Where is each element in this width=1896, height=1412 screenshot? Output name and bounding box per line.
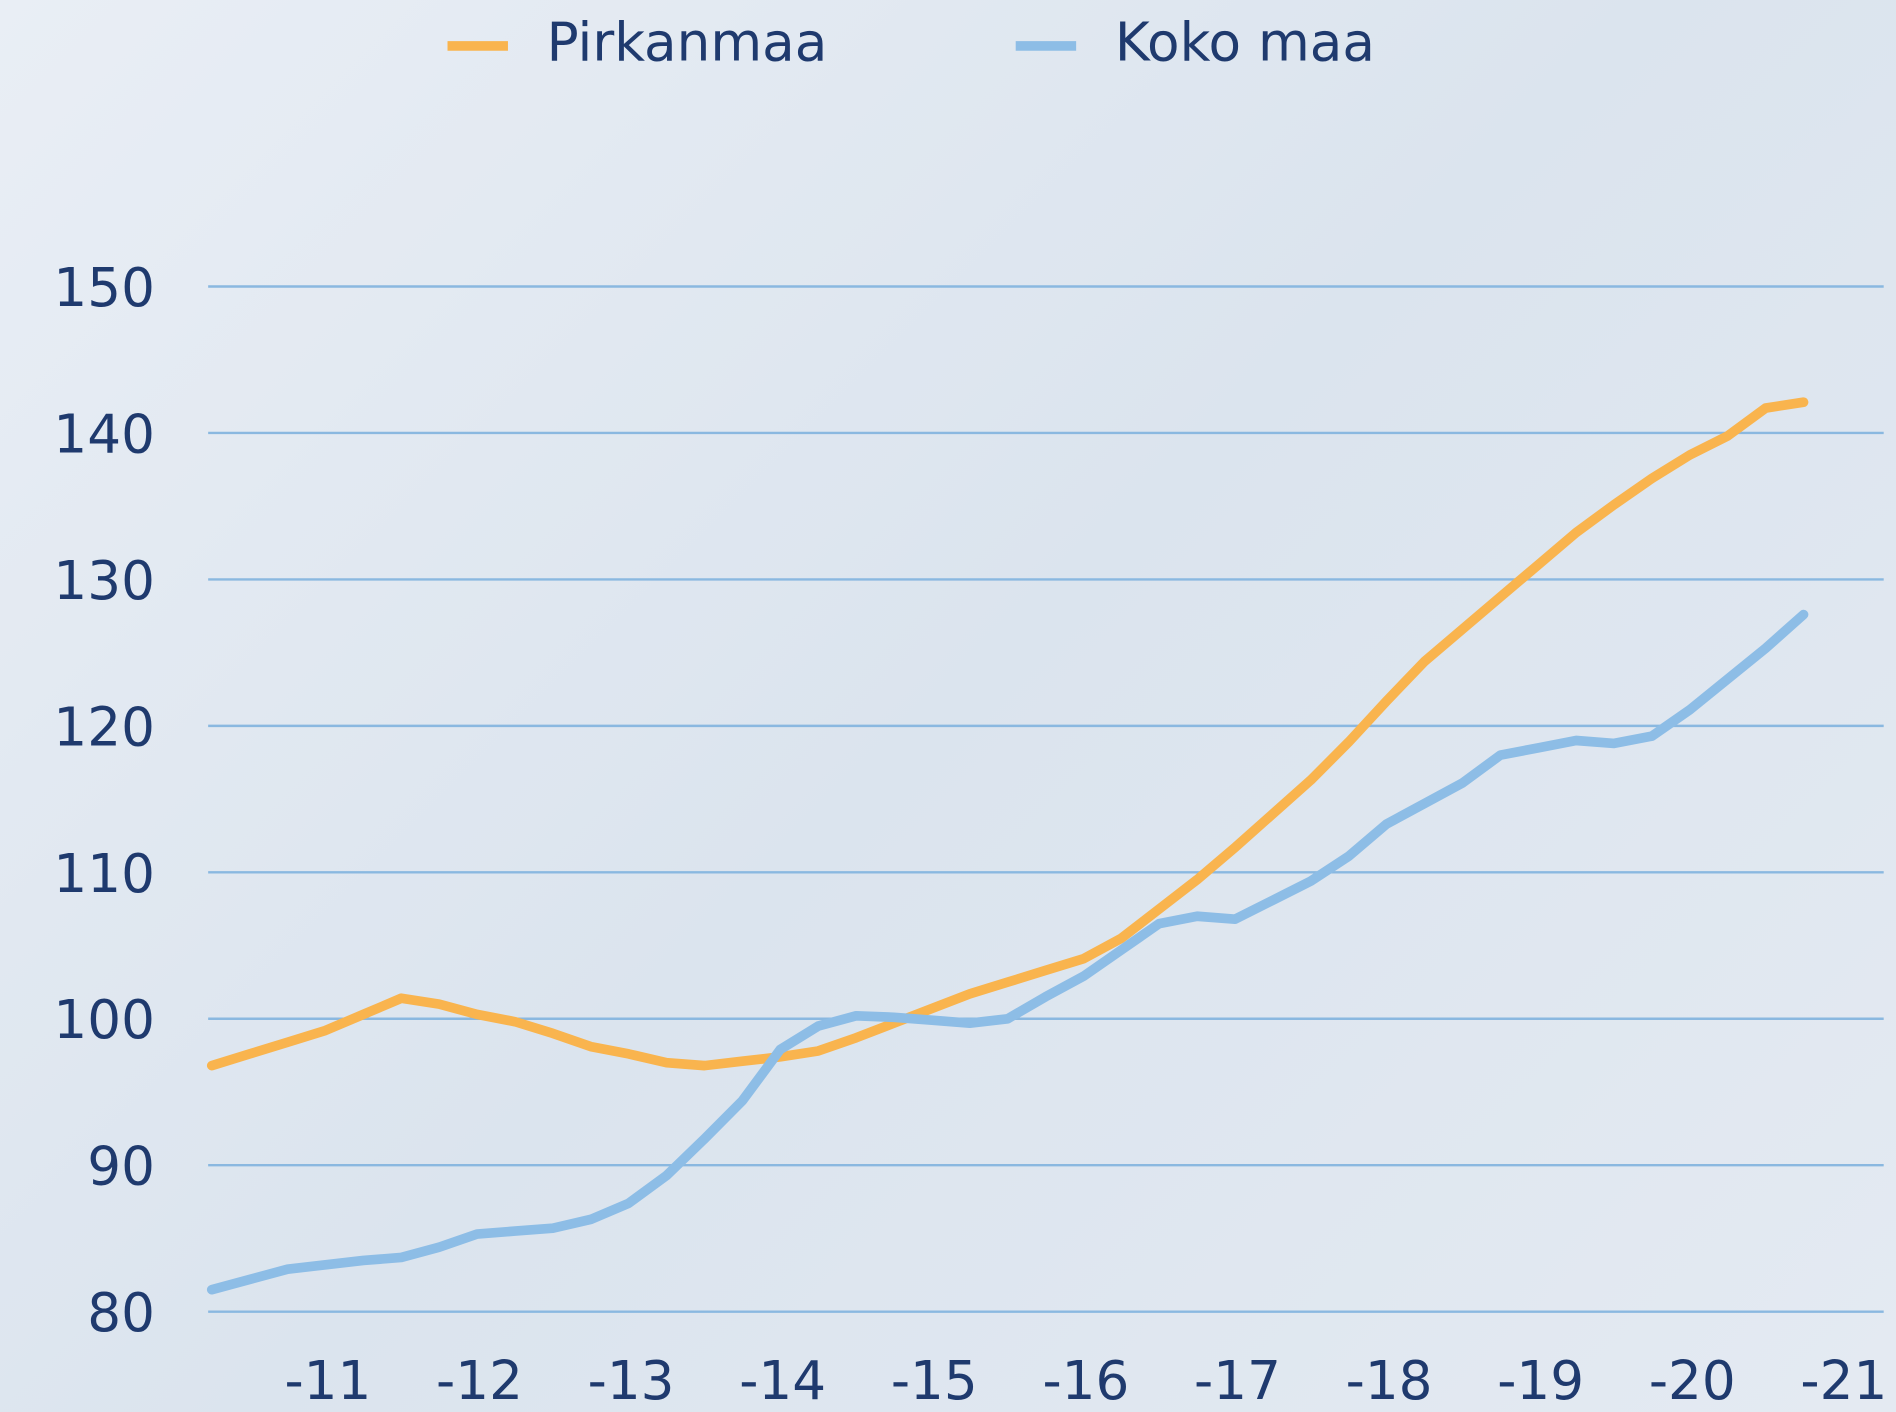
x-tick-label: -15 xyxy=(891,1350,978,1412)
x-tick-label: -14 xyxy=(739,1350,826,1412)
y-tick-label: 80 xyxy=(87,1282,155,1344)
y-tick-label: 150 xyxy=(53,257,155,319)
legend-label: Pirkanmaa xyxy=(547,12,828,74)
x-tick-label: -20 xyxy=(1649,1350,1736,1412)
legend-label: Koko maa xyxy=(1115,12,1375,74)
data-line xyxy=(206,609,1809,1295)
x-tick-label: -17 xyxy=(1194,1350,1281,1412)
x-tick-label: -18 xyxy=(1346,1350,1433,1412)
y-tick-label: 120 xyxy=(53,696,155,758)
y-tick-label: 130 xyxy=(53,550,155,612)
y-tick-label: 110 xyxy=(53,843,155,905)
x-tick-label: -21 xyxy=(1800,1350,1887,1412)
y-tick-label: 100 xyxy=(53,989,155,1051)
data-line xyxy=(206,397,1809,1071)
x-tick-label: -16 xyxy=(1042,1350,1129,1412)
x-tick-label: -19 xyxy=(1497,1350,1584,1412)
x-tick-label: -12 xyxy=(436,1350,523,1412)
x-tick-label: -11 xyxy=(284,1350,371,1412)
y-tick-label: 140 xyxy=(53,403,155,465)
x-tick-label: -13 xyxy=(588,1350,675,1412)
y-tick-label: 90 xyxy=(87,1136,155,1198)
